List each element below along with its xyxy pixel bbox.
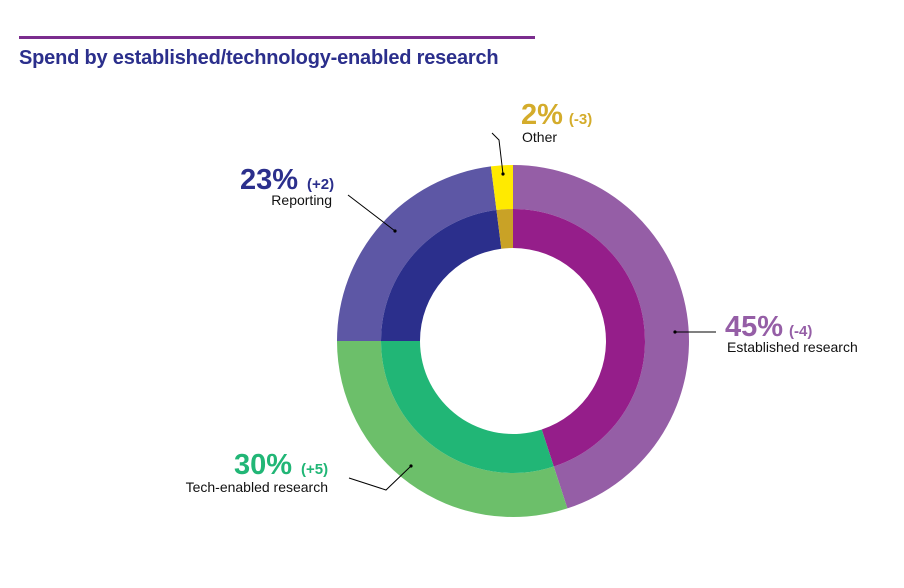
value-label-other: 2% (-3) <box>521 99 592 131</box>
outer-slice-reporting <box>337 166 497 341</box>
outer-slice-tech-enabled-research <box>336 341 568 517</box>
value-label-established-research: 45% (-4) <box>725 311 812 343</box>
leader-dot-reporting <box>393 229 397 233</box>
change-label-established-research: (-4) <box>789 323 812 340</box>
category-label-other: Other <box>522 129 557 145</box>
change-label-other: (-3) <box>569 111 592 128</box>
pct-label-other: 2% <box>521 99 563 131</box>
leader-dot-other <box>501 172 505 176</box>
pct-label-reporting: 23% <box>240 164 298 196</box>
outer-slice-other <box>490 165 513 211</box>
chart-title: Spend by established/technology-enabled … <box>19 47 499 69</box>
inner-slice-established-research <box>513 209 645 467</box>
leader-dot-established-research <box>673 330 677 334</box>
change-label-tech-enabled-research: (+5) <box>301 461 328 478</box>
category-label-tech-enabled-research: Tech-enabled research <box>186 479 328 495</box>
value-label-reporting: 23% <box>240 164 298 196</box>
category-label-established-research: Established research <box>727 339 858 355</box>
leader-line-other <box>491 132 504 175</box>
change-label-reporting: (+2) <box>307 176 334 193</box>
pct-label-tech-enabled-research: 30% <box>234 449 292 481</box>
value-label-tech-enabled-research: 30% <box>234 449 292 481</box>
outer-slice-established-research <box>513 165 690 509</box>
category-label-reporting: Reporting <box>271 192 332 208</box>
inner-slice-other <box>496 209 513 249</box>
pct-label-established-research: 45% <box>725 311 783 343</box>
leader-line-reporting <box>347 194 396 232</box>
inner-slice-reporting <box>381 210 502 341</box>
leader-line-tech-enabled-research <box>348 465 412 491</box>
inner-slice-tech-enabled-research <box>380 341 554 473</box>
title-accent-bar <box>19 36 535 39</box>
leader-dot-tech-enabled-research <box>409 464 413 468</box>
